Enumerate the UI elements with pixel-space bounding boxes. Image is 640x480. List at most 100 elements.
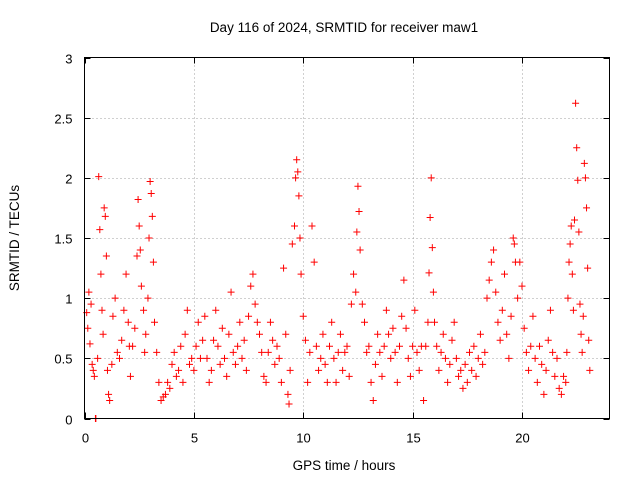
data-point <box>576 300 584 308</box>
data-point <box>103 366 111 374</box>
data-point <box>450 318 458 326</box>
data-point <box>354 182 362 190</box>
data-point <box>271 360 279 368</box>
data-point <box>367 378 375 386</box>
data-point <box>317 354 325 362</box>
data-point <box>330 354 338 362</box>
data-point <box>225 330 233 338</box>
data-point <box>336 330 344 338</box>
data-point <box>516 258 524 266</box>
data-point <box>520 324 528 332</box>
data-point <box>319 330 327 338</box>
data-point <box>507 312 515 320</box>
data-point <box>402 324 410 332</box>
data-point <box>326 342 333 350</box>
data-point <box>96 226 104 234</box>
data-point <box>312 342 320 350</box>
data-point <box>227 288 235 296</box>
data-point <box>566 240 574 248</box>
data-point <box>393 378 401 386</box>
data-point <box>292 174 300 182</box>
data-point <box>207 366 215 374</box>
data-point <box>190 366 198 374</box>
data-point <box>441 354 449 362</box>
data-point <box>353 228 361 236</box>
data-point <box>563 348 571 356</box>
data-point <box>461 360 469 368</box>
data-point <box>514 294 522 302</box>
data-point <box>549 348 557 356</box>
data-point <box>212 306 220 314</box>
data-point <box>245 312 253 320</box>
data-point <box>411 306 419 314</box>
y-axis-label: SRMTID / TECUs <box>7 185 22 292</box>
data-point <box>166 384 174 392</box>
y-tick-label: 0.5 <box>54 352 72 367</box>
data-point <box>164 378 172 386</box>
data-point <box>585 336 593 344</box>
data-point <box>542 366 550 374</box>
data-point <box>269 336 277 344</box>
data-point <box>86 340 94 348</box>
data-point <box>240 336 248 344</box>
data-point <box>555 384 563 392</box>
data-point <box>385 330 393 338</box>
data-point <box>580 159 588 167</box>
data-point <box>155 378 163 386</box>
data-point <box>116 354 123 362</box>
data-point <box>124 318 132 326</box>
data-point <box>424 318 432 326</box>
data-point <box>85 288 93 296</box>
data-point <box>294 168 302 176</box>
data-point <box>221 354 228 362</box>
data-point <box>141 348 149 356</box>
data-point <box>529 312 537 320</box>
data-point <box>553 354 561 362</box>
data-point <box>299 312 307 320</box>
data-point <box>574 176 582 184</box>
data-point <box>144 294 152 302</box>
data-point <box>266 318 274 326</box>
data-point <box>256 330 263 338</box>
data-point <box>161 390 169 398</box>
data-point <box>363 348 371 356</box>
data-point <box>90 372 98 380</box>
data-point <box>308 222 316 230</box>
data-point <box>347 300 355 308</box>
data-point <box>413 348 421 356</box>
y-tick-label: 3 <box>65 52 72 67</box>
data-point <box>433 342 441 350</box>
data-point <box>306 348 314 356</box>
data-point <box>579 312 587 320</box>
data-point <box>444 378 452 386</box>
data-point <box>533 378 541 386</box>
x-tick-label: 15 <box>406 431 420 446</box>
data-point <box>137 282 145 290</box>
data-point <box>567 222 575 230</box>
data-point <box>398 312 406 320</box>
data-point <box>571 216 578 224</box>
data-point <box>134 195 142 203</box>
y-tick-label: 1.5 <box>54 232 72 247</box>
data-point <box>88 360 96 368</box>
data-point <box>569 306 577 314</box>
data-point <box>293 156 301 164</box>
data-point <box>490 246 498 254</box>
data-point <box>129 342 137 350</box>
data-point <box>487 258 495 266</box>
data-point <box>369 396 377 404</box>
data-point <box>457 366 465 374</box>
data-point <box>560 372 568 380</box>
data-point <box>100 204 108 212</box>
data-point <box>321 360 329 368</box>
data-point <box>98 306 106 314</box>
data-point <box>564 294 572 302</box>
data-point <box>210 336 218 344</box>
data-point <box>476 330 484 338</box>
data-point <box>474 354 482 362</box>
data-point <box>108 360 116 368</box>
data-point <box>446 360 454 368</box>
data-point <box>505 354 513 362</box>
data-point <box>94 354 102 362</box>
data-point <box>238 354 246 362</box>
